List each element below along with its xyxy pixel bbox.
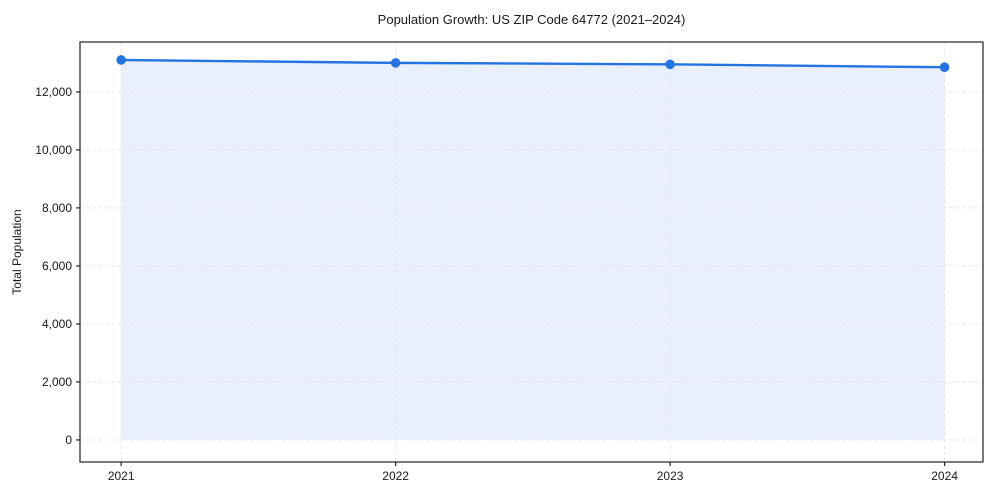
- y-tick-label: 4,000: [42, 317, 72, 331]
- x-tick-label: 2024: [931, 469, 958, 483]
- x-tick-label: 2023: [657, 469, 684, 483]
- y-tick-label: 10,000: [35, 143, 72, 157]
- y-tick-label: 12,000: [35, 85, 72, 99]
- y-tick-label: 6,000: [42, 259, 72, 273]
- axes-spines: [79, 41, 984, 463]
- x-tick-label: 2021: [108, 469, 135, 483]
- y-tick-label: 8,000: [42, 201, 72, 215]
- data-point-marker: [116, 55, 126, 65]
- y-tick-label: 0: [65, 433, 72, 447]
- series-line: [119, 58, 946, 69]
- series-area-fill: [121, 59, 945, 440]
- data-point-marker: [665, 59, 675, 70]
- y-tick-label: 2,000: [42, 375, 72, 389]
- data-point-marker: [390, 58, 401, 68]
- chart-title: Population Growth: US ZIP Code 64772 (20…: [377, 12, 686, 27]
- data-point-marker: [939, 62, 950, 73]
- x-tick-label: 2022: [382, 469, 409, 483]
